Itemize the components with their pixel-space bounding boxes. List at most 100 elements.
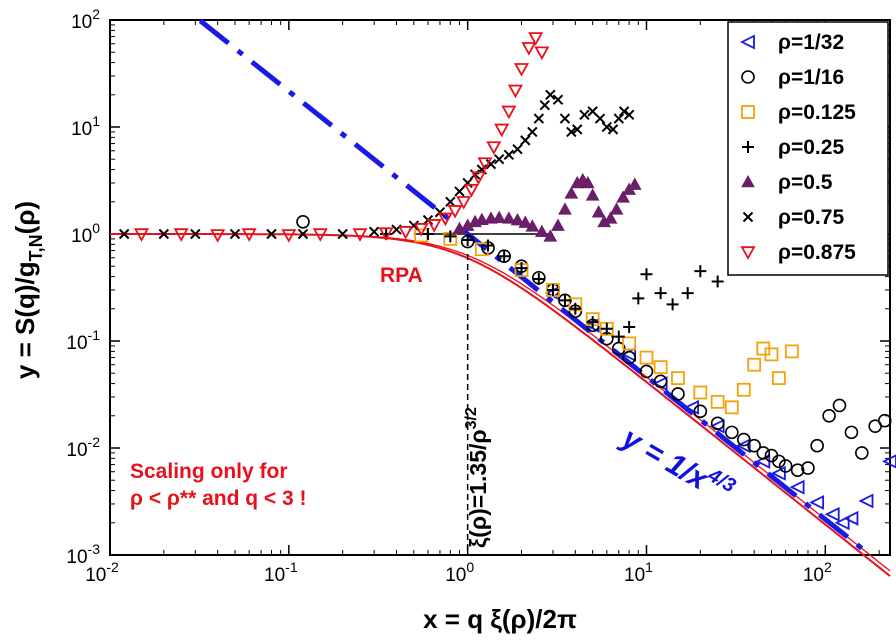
data-point — [824, 506, 840, 522]
data-point — [534, 46, 550, 61]
data-point — [855, 446, 869, 460]
data-point — [640, 268, 653, 281]
data-point — [569, 302, 582, 315]
data-point — [477, 157, 493, 171]
xi-label-exp: 3/2 — [463, 407, 480, 429]
data-point — [771, 371, 786, 386]
data-point — [613, 113, 624, 124]
legend-item: ρ=1/16 — [741, 66, 844, 89]
data-point — [503, 149, 515, 160]
data-point — [724, 400, 739, 415]
data-point — [296, 215, 310, 229]
data-point — [559, 113, 571, 124]
data-point — [378, 227, 394, 241]
data-point — [622, 350, 636, 365]
rpa-label: RPA — [380, 264, 423, 287]
data-point — [527, 126, 538, 138]
legend-label: ρ=0.125 — [778, 101, 856, 124]
data-point — [600, 322, 613, 335]
series-1 — [296, 215, 892, 478]
data-point — [486, 141, 502, 155]
data-point — [474, 212, 489, 226]
plot-frame — [109, 19, 891, 556]
curves-layer — [110, 18, 891, 577]
data-point — [520, 135, 531, 146]
data-point — [778, 459, 793, 473]
data-point — [210, 229, 226, 243]
data-point — [241, 228, 257, 242]
data-point — [546, 283, 559, 296]
data-point — [639, 350, 654, 365]
legend-item: ρ=0.125 — [741, 101, 856, 124]
series-5 — [118, 89, 635, 240]
data-point — [586, 316, 599, 329]
data-point — [671, 371, 685, 386]
data-point — [877, 413, 892, 428]
data-point — [844, 425, 859, 440]
legend-marker — [742, 141, 754, 153]
data-point — [653, 360, 668, 375]
data-point — [881, 454, 896, 469]
data-point — [632, 292, 645, 305]
data-point — [834, 515, 850, 531]
data-point — [512, 144, 523, 155]
data-point — [618, 106, 630, 117]
data-point — [413, 223, 429, 237]
data-point — [337, 228, 348, 240]
legend-item: ρ=0.75 — [742, 206, 844, 229]
data-point — [579, 109, 590, 121]
data-point — [421, 228, 434, 240]
y-tick-label: 100 — [71, 220, 100, 247]
data-point — [711, 275, 724, 288]
data-point — [616, 190, 630, 203]
x-tick-label: 100 — [445, 559, 474, 586]
y-tick-label: 10-1 — [66, 327, 100, 354]
data-point — [498, 250, 511, 263]
data-point — [585, 188, 600, 201]
y-tick-label: 102 — [71, 6, 100, 33]
data-point — [770, 465, 786, 481]
data-point — [612, 330, 625, 343]
legend-marker — [741, 174, 755, 188]
series-3 — [380, 228, 724, 343]
data-point — [507, 84, 523, 99]
data-point — [693, 385, 708, 400]
legend-label: ρ=0.5 — [778, 171, 833, 194]
data-point — [832, 398, 847, 413]
data-point — [158, 228, 170, 240]
legend-label: ρ=0.25 — [778, 136, 844, 159]
scaling-note-line-1: Scaling only for — [130, 460, 288, 483]
data-point — [601, 121, 613, 133]
y-label-tail: (ρ) — [10, 201, 40, 234]
data-point — [622, 336, 637, 351]
data-point — [693, 404, 708, 419]
data-point — [426, 219, 442, 233]
data-point — [502, 211, 516, 224]
data-point — [747, 438, 761, 453]
legend-item: ρ=0.875 — [740, 241, 856, 264]
data-point — [173, 228, 189, 242]
data-point — [627, 177, 642, 190]
legend-box — [727, 21, 889, 276]
data-point — [725, 425, 739, 440]
data-point — [525, 219, 540, 232]
y-label-main: y = S(q)/g — [10, 261, 40, 379]
data-point — [572, 124, 583, 135]
data-point — [533, 113, 545, 124]
data-point — [756, 446, 771, 460]
data-point — [501, 105, 517, 120]
data-point — [535, 224, 549, 238]
data-point — [736, 382, 751, 397]
data-point — [747, 357, 762, 372]
data-point — [532, 272, 545, 285]
data-point — [518, 215, 533, 228]
data-point — [654, 287, 667, 300]
data-point — [462, 177, 473, 189]
data-point — [594, 113, 606, 124]
data-point — [485, 158, 497, 170]
data-point — [133, 228, 150, 242]
data-point — [858, 493, 874, 509]
legend-item: ρ=0.25 — [742, 136, 844, 159]
data-point — [521, 42, 537, 56]
